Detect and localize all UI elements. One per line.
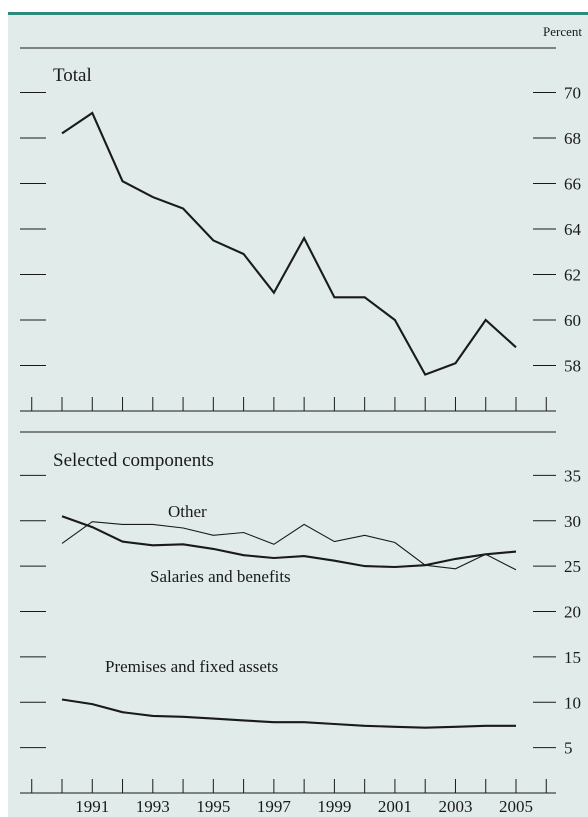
y-tick-label: 62 xyxy=(564,266,581,285)
x-tick-label: 1993 xyxy=(136,797,170,816)
unit-label: Percent xyxy=(543,24,582,39)
y-tick-label: 68 xyxy=(564,129,581,148)
series-label-salaries: Salaries and benefits xyxy=(150,567,291,586)
y-tick-label: 20 xyxy=(564,603,581,622)
total-series-group xyxy=(61,111,517,376)
series-line-premises-and-fixed-assets xyxy=(61,698,516,729)
x-tick-label: 2005 xyxy=(499,797,533,816)
y-tick-label: 30 xyxy=(564,512,581,531)
right-y-ticks: 5 10 15 20 25 30 35 xyxy=(533,466,581,758)
x-tick-label: 1995 xyxy=(196,797,230,816)
y-tick-label: 64 xyxy=(564,220,582,239)
x-tick-label: 1991 xyxy=(75,797,109,816)
x-tick-label: 1997 xyxy=(257,797,292,816)
series-line-total xyxy=(61,111,517,376)
components-panel: Selected components 5 10 15 20 25 30 35 Other … xyxy=(20,450,581,816)
left-y-ticks xyxy=(20,92,46,366)
x-tick-labels: 1991 1993 1995 1997 1999 2001 2003 2005 xyxy=(75,797,533,816)
series-label-premises: Premises and fixed assets xyxy=(105,657,278,676)
series-label-other: Other xyxy=(168,502,207,521)
y-tick-label: 66 xyxy=(564,175,581,194)
y-tick-label: 60 xyxy=(564,311,581,330)
x-tick-label: 1999 xyxy=(317,797,351,816)
series-line-other xyxy=(61,521,517,571)
components-panel-title: Selected components xyxy=(53,450,214,471)
series-labels: Other Salaries and benefits Premises and… xyxy=(105,502,291,676)
total-panel: Total 58 60 62 64 66 68 70 xyxy=(20,65,582,412)
x-tick-label: 2003 xyxy=(438,797,472,816)
chart-background xyxy=(8,14,588,817)
total-panel-title: Total xyxy=(53,65,92,86)
left-y-ticks xyxy=(20,474,46,749)
y-tick-label: 70 xyxy=(564,84,581,103)
y-tick-label: 25 xyxy=(564,557,581,576)
x-axis xyxy=(20,779,556,794)
y-tick-label: 35 xyxy=(564,466,581,485)
top-rule xyxy=(8,12,588,15)
y-tick-label: 5 xyxy=(564,739,573,758)
components-series-group xyxy=(61,515,517,729)
x-tick-label: 2001 xyxy=(378,797,412,816)
x-axis xyxy=(20,397,556,412)
right-y-ticks: 58 60 62 64 66 68 70 xyxy=(533,84,582,376)
series-line-salaries-and-benefits xyxy=(61,515,517,569)
y-tick-label: 58 xyxy=(564,357,581,376)
y-tick-label: 15 xyxy=(564,648,581,667)
y-tick-label: 10 xyxy=(564,693,581,712)
